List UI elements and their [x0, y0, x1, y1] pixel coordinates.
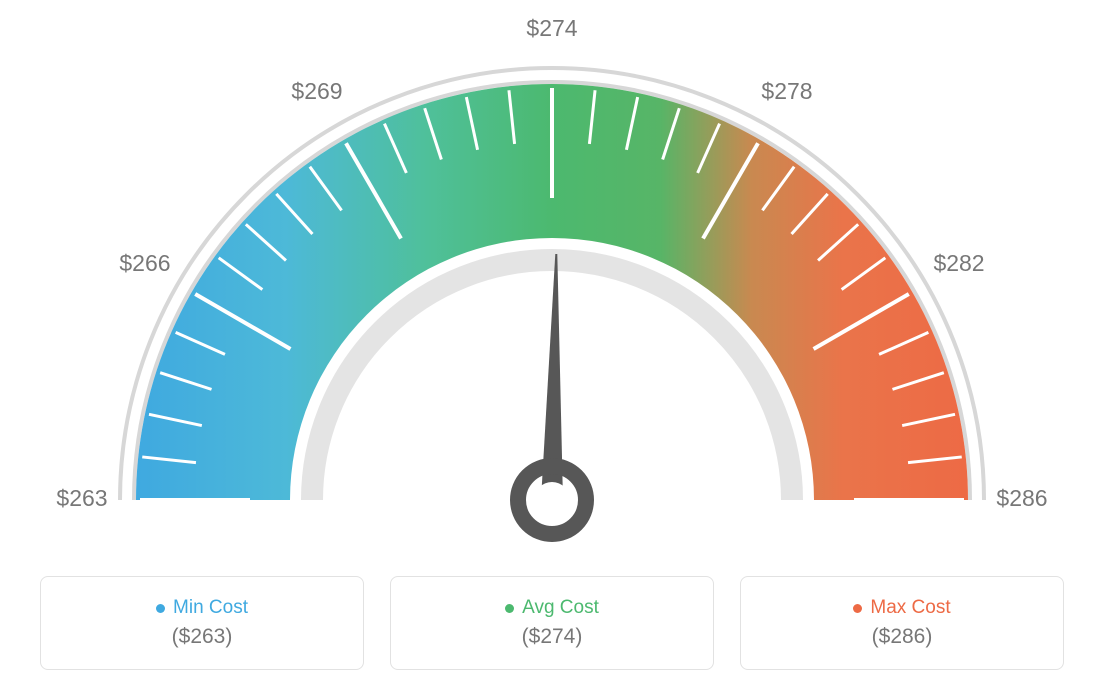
gauge-tick-label: $263 — [56, 485, 107, 511]
min-cost-dot — [156, 604, 165, 613]
min-cost-label: Min Cost — [173, 597, 248, 619]
gauge-tick-label: $274 — [526, 15, 577, 41]
min-cost-card: Min Cost ($263) — [40, 576, 364, 670]
max-cost-label: Max Cost — [870, 597, 950, 619]
min-cost-header: Min Cost — [156, 597, 248, 619]
max-cost-dot — [853, 604, 862, 613]
gauge-tick-label: $278 — [761, 78, 812, 104]
avg-cost-card: Avg Cost ($274) — [390, 576, 714, 670]
gauge-hub-inner — [534, 482, 570, 518]
gauge-tick-label: $269 — [291, 78, 342, 104]
summary-cards: Min Cost ($263) Avg Cost ($274) Max Cost… — [40, 576, 1064, 670]
gauge-tick-label: $282 — [933, 250, 984, 276]
gauge-tick-label: $286 — [996, 485, 1047, 511]
avg-cost-value: ($274) — [522, 625, 583, 649]
avg-cost-dot — [505, 604, 514, 613]
avg-cost-header: Avg Cost — [505, 597, 599, 619]
gauge-chart-stage: $263 $266 $269 $274 $278 $282 $286 Min Cost ($… — [0, 0, 1104, 690]
max-cost-value: ($286) — [872, 625, 933, 649]
gauge-chart: $263 $266 $269 $274 $278 $282 $286 — [52, 0, 1052, 560]
gauge-tick-label: $266 — [119, 250, 170, 276]
avg-cost-label: Avg Cost — [522, 597, 599, 619]
gauge-svg: $263 $266 $269 $274 $278 $282 $286 — [52, 0, 1052, 560]
max-cost-card: Max Cost ($286) — [740, 576, 1064, 670]
max-cost-header: Max Cost — [853, 597, 950, 619]
min-cost-value: ($263) — [172, 625, 233, 649]
